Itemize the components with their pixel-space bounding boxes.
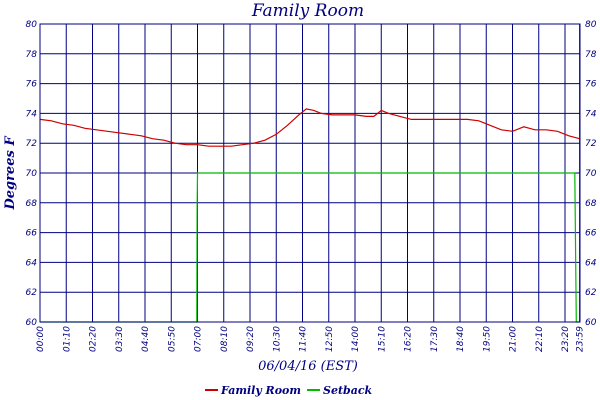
plot-frame	[39, 23, 581, 323]
x-tick-label: 23:20	[561, 326, 571, 352]
x-tick-label: 10:30	[272, 326, 282, 352]
x-tick-label: 22:10	[535, 326, 545, 352]
y-tick-label-right: 80	[585, 20, 597, 30]
x-tick-label: 04:40	[141, 326, 151, 352]
y-tick-label-left: 60	[26, 318, 38, 328]
x-tick-label: 14:00	[351, 326, 361, 352]
legend-label-setback: Setback	[323, 384, 373, 397]
y-axis-title: Degrees F	[3, 136, 18, 211]
legend-label-family-room: Family Room	[220, 384, 301, 397]
series-layer	[39, 108, 580, 323]
x-tick-labels: 00:00 01:10 02:20 03:30 04:40 05:50 07:00 08:10…	[36, 326, 586, 352]
x-tick-label: 07:00	[194, 326, 204, 352]
y-tick-label-left: 76	[26, 80, 38, 90]
y-tick-label-right: 64	[585, 258, 597, 268]
series-line-setback	[40, 172, 580, 323]
y-tick-label-left: 80	[26, 20, 38, 30]
y-tick-label-left: 66	[26, 229, 38, 239]
x-tick-label: 09:20	[246, 326, 256, 352]
y-tick-label-left: 62	[26, 288, 38, 298]
chart-title: Family Room	[251, 1, 364, 21]
y-tick-label-right: 60	[585, 318, 597, 328]
y-tick-labels-left: 60 62 64 66 68 70 72 74 76 78 80	[26, 20, 38, 328]
y-tick-label-left: 68	[26, 199, 38, 209]
x-tick-label: 16:20	[404, 326, 414, 352]
x-tick-label: 01:10	[62, 326, 72, 352]
y-tick-labels-right: 60 62 64 66 68 70 72 74 76 78 80	[585, 20, 597, 328]
y-tick-label-right: 74	[585, 109, 597, 119]
y-tick-label-right: 68	[585, 199, 597, 209]
x-tick-label: 18:40	[456, 326, 466, 352]
x-tick-label: 08:10	[220, 326, 230, 352]
x-tick-label: 15:10	[377, 326, 387, 352]
x-tick-label: 00:00	[36, 326, 46, 352]
y-tick-label-right: 76	[585, 80, 597, 90]
x-tick-label: 11:40	[299, 326, 309, 352]
legend: Family Room Setback	[205, 384, 373, 397]
x-axis-title: 06/04/16 (EST)	[258, 359, 358, 374]
x-tick-label: 23:59	[576, 326, 586, 352]
y-tick-label-left: 72	[26, 139, 38, 149]
y-tick-label-right: 70	[585, 169, 597, 179]
y-tick-label-left: 78	[26, 50, 38, 60]
x-tick-label: 19:50	[482, 326, 492, 352]
x-tick-label: 21:00	[509, 326, 519, 352]
y-tick-label-right: 62	[585, 288, 597, 298]
x-tick-label: 12:50	[325, 326, 335, 352]
series-line-family-room	[39, 108, 580, 147]
x-tick-label: 05:50	[167, 326, 177, 352]
x-tick-label: 03:30	[115, 326, 125, 352]
y-tick-label-right: 66	[585, 229, 597, 239]
y-tick-label-right: 72	[585, 139, 597, 149]
y-tick-label-left: 64	[26, 258, 38, 268]
y-tick-label-left: 74	[26, 109, 38, 119]
x-tick-label: 17:30	[430, 326, 440, 352]
y-tick-label-right: 78	[585, 50, 597, 60]
y-tick-label-left: 70	[26, 169, 38, 179]
x-tick-label: 02:20	[89, 326, 99, 352]
